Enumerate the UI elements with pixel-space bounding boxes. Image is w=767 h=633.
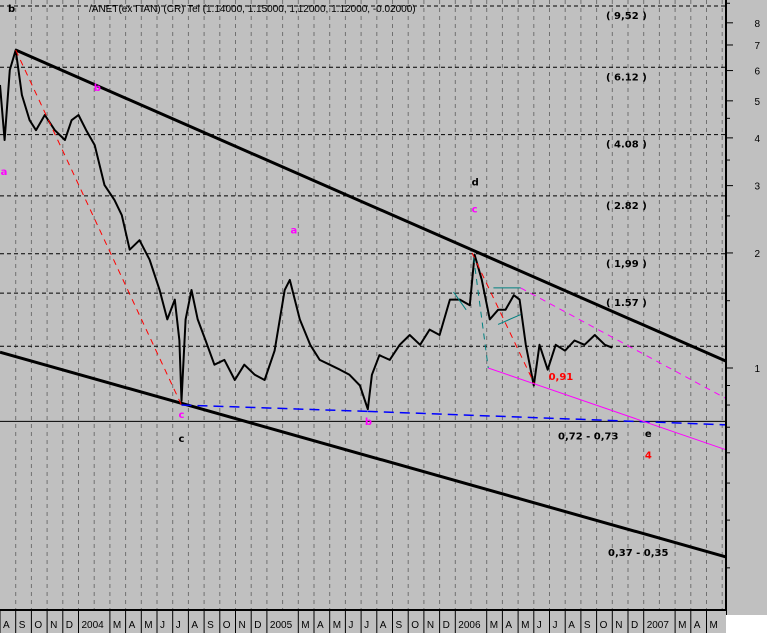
y-tick-label: 2 — [754, 249, 760, 260]
x-tick-label: N — [239, 620, 246, 631]
x-tick-label: M — [710, 620, 718, 631]
x-tick-label: M — [301, 620, 309, 631]
wave-label: 0,91 — [549, 372, 574, 383]
trendline-lower — [0, 350, 728, 559]
x-tick-label: A — [3, 620, 10, 631]
x-tick-label: J — [176, 620, 181, 631]
x-tick-label: N — [50, 620, 57, 631]
x-tick-label: A — [191, 620, 198, 631]
x-tick-label: N — [615, 620, 622, 631]
y-tick-label: 6 — [754, 67, 760, 78]
x-tick-label: S — [396, 620, 403, 631]
x-tick-label: D — [66, 620, 73, 631]
trendline-pattern1 — [473, 257, 489, 369]
price-line — [0, 49, 613, 411]
x-tick-label: J — [348, 620, 353, 631]
wave-label: a — [290, 225, 297, 236]
x-tick-label: D — [443, 620, 450, 631]
x-tick-label: O — [223, 620, 231, 631]
level-label: ( 2.82 ) — [606, 201, 647, 212]
trendline-pattern4 — [453, 291, 467, 311]
wave-label: e — [645, 429, 652, 440]
x-tick-label: M — [333, 620, 341, 631]
y-tick-label: 8 — [754, 19, 760, 30]
y-tick-label: 7 — [754, 41, 760, 52]
trendlines: 0,37 - 0,35 — [0, 48, 728, 559]
x-tick-label: D — [254, 620, 261, 631]
x-tick-label: S — [584, 620, 591, 631]
x-axis-panel — [0, 610, 726, 633]
trendline-label: 0,37 - 0,35 — [608, 548, 669, 559]
support-label: 0,72 - 0,73 — [558, 431, 619, 442]
price-series — [0, 49, 613, 411]
x-tick-label: 2006 — [458, 620, 481, 631]
y-axis-panel — [727, 0, 767, 610]
x-tick-label: O — [411, 620, 419, 631]
x-tick-label: A — [694, 620, 701, 631]
wave-label: b — [365, 417, 372, 428]
y-tick-label: 3 — [754, 182, 760, 193]
x-tick-label: M — [521, 620, 529, 631]
wave-label: a — [1, 167, 8, 178]
x-axis-blank — [726, 615, 767, 633]
wave-label: 4 — [645, 450, 652, 461]
x-tick-label: A — [129, 620, 136, 631]
trendline-upper — [15, 48, 728, 363]
wave-label: c — [472, 205, 478, 216]
x-tick-label: A — [317, 620, 324, 631]
trendline-pattern3 — [497, 314, 521, 325]
x-tick-label: O — [34, 620, 42, 631]
wave-label: c — [178, 410, 184, 421]
wave-label: d — [472, 178, 479, 189]
x-tick-label: S — [19, 620, 26, 631]
trendline-fib2 — [471, 252, 535, 384]
level-label: ( 6.12 ) — [606, 72, 647, 83]
x-tick-label: D — [631, 620, 638, 631]
level-label: ( 1.57 ) — [606, 298, 647, 309]
level-label: ( 9,52 ) — [606, 11, 647, 22]
x-tick-label: A — [568, 620, 575, 631]
x-tick-label: J — [553, 620, 558, 631]
chart-title: /ANET(ex ΓΙΑΝ) (CR) Tel (1.14000, 1.1500… — [89, 4, 416, 15]
x-tick-label: A — [505, 620, 512, 631]
x-tick-label: O — [600, 620, 608, 631]
x-tick-label: 2004 — [82, 620, 105, 631]
trendline-channel-low — [488, 367, 728, 451]
x-tick-label: N — [427, 620, 434, 631]
trendline-support2 — [367, 410, 727, 426]
x-tick-label: M — [678, 620, 686, 631]
y-tick-label: 4 — [754, 134, 760, 145]
wave-label: c — [178, 434, 184, 445]
level-lines: ( 9,52 ) ( 6.12 ) ( 4.08 ) ( 2.82 ) ( 1,99 )… — [0, 5, 726, 442]
level-label: ( 4.08 ) — [606, 140, 647, 151]
y-tick-label: 1 — [754, 364, 760, 375]
x-tick-label: M — [490, 620, 498, 631]
x-tick-label: S — [207, 620, 214, 631]
x-tick-label: J — [160, 620, 165, 631]
x-tick-label: 2007 — [647, 620, 670, 631]
x-tick-label: A — [380, 620, 387, 631]
x-tick-label: M — [144, 620, 152, 631]
x-tick-label: J — [364, 620, 369, 631]
level-label: ( 1,99 ) — [606, 259, 647, 270]
y-tick-label: 5 — [754, 97, 760, 108]
x-tick-label: J — [537, 620, 542, 631]
corner-wave-label: b — [8, 4, 15, 15]
annotations: a b c c a b c d 0,91 e 4 — [1, 83, 652, 461]
wave-label: b — [94, 83, 101, 94]
x-tick-label: M — [113, 620, 121, 631]
x-tick-label: 2005 — [270, 620, 293, 631]
